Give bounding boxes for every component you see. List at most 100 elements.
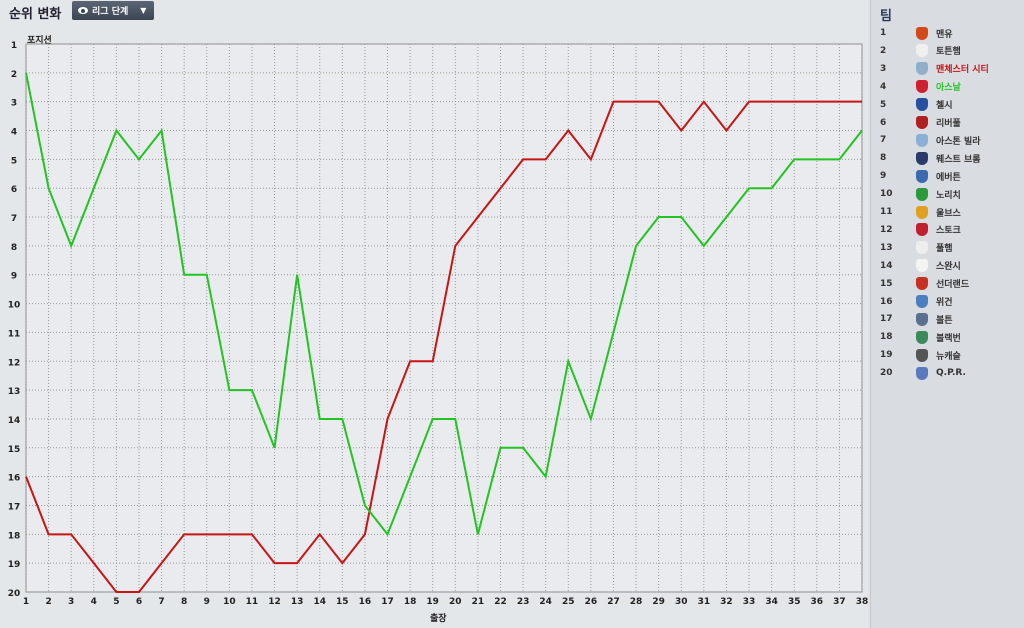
- team-name: 맨유: [936, 29, 953, 40]
- y-tick-label: 1: [11, 41, 17, 51]
- team-rank: 3: [880, 63, 887, 74]
- chevron-down-icon: ▼: [140, 6, 147, 15]
- team-crest-icon: [916, 116, 928, 129]
- team-name: Q.P.R.: [936, 368, 966, 379]
- team-crest-icon: [916, 26, 928, 40]
- legend-item[interactable]: 1 맨유: [880, 24, 953, 42]
- series-line: [25, 72, 863, 537]
- x-tick-label: 33: [743, 597, 756, 607]
- x-tick-label: 36: [811, 597, 824, 607]
- x-tick-label: 29: [652, 597, 665, 607]
- team-name: 아스톤 빌라: [936, 136, 981, 147]
- legend-item[interactable]: 12 스토크: [880, 221, 961, 239]
- y-tick-label: 2: [11, 70, 17, 80]
- chart-area: 순위 변화 리그 단계 ▼ 포지션 출장 1 2 3 4 5 6 7 8 9 10 11 12 13 14…: [7, 1, 868, 624]
- stage-label: 리그 단계: [92, 7, 129, 17]
- team-name: 블랙번: [936, 333, 961, 344]
- league-stage-dropdown[interactable]: 리그 단계 ▼: [72, 1, 154, 20]
- y-tick-label: 15: [8, 445, 21, 455]
- team-rank: 10: [880, 189, 893, 200]
- x-tick-label: 37: [833, 597, 846, 607]
- team-name: 웨스트 브롬: [936, 154, 981, 165]
- team-crest-icon: [916, 169, 928, 183]
- legend-item[interactable]: 4 아스날: [880, 78, 961, 96]
- team-rank: 17: [880, 314, 893, 325]
- legend-item[interactable]: 8 웨스트 브롬: [880, 149, 981, 167]
- legend-item[interactable]: 15 선더랜드: [880, 275, 969, 293]
- legend-item[interactable]: 2 토튼햄: [880, 42, 961, 60]
- team-rank: 9: [880, 171, 887, 182]
- team-rank: 8: [880, 153, 887, 164]
- y-tick-label: 6: [11, 185, 17, 195]
- series-line: [25, 100, 862, 593]
- x-tick-label: 10: [223, 597, 236, 607]
- legend-item[interactable]: 6 리버풀: [880, 114, 961, 132]
- x-tick-label: 38: [856, 597, 868, 607]
- team-crest-icon: [916, 277, 928, 291]
- y-axis-title: 포지션: [27, 36, 52, 46]
- legend-item[interactable]: 18 블랙번: [880, 328, 961, 346]
- legend-item[interactable]: 11 울브스: [880, 203, 961, 221]
- x-tick-label: 16: [359, 597, 372, 607]
- x-tick-label: 1: [23, 597, 29, 607]
- legend-item[interactable]: 10 노리치: [880, 185, 961, 203]
- team-crest-icon: [916, 205, 928, 219]
- legend-item[interactable]: 20 Q.P.R.: [880, 364, 966, 382]
- x-tick-label: 34: [765, 597, 778, 607]
- x-tick-label: 2: [45, 597, 51, 607]
- y-tick-label: 17: [8, 502, 21, 512]
- team-rank: 18: [880, 332, 893, 343]
- y-tick-label: 20: [8, 589, 21, 599]
- x-tick-label: 4: [91, 597, 97, 607]
- team-crest-icon: [916, 187, 928, 201]
- x-tick-label: 28: [630, 597, 643, 607]
- legend-item[interactable]: 5 첼시: [880, 96, 953, 114]
- legend-item[interactable]: 14 스완시: [880, 257, 961, 275]
- team-name: 스토크: [936, 226, 961, 237]
- team-crest-icon: [916, 312, 928, 326]
- team-rank: 11: [880, 207, 893, 217]
- x-tick-label: 3: [68, 597, 74, 607]
- x-tick-label: 6: [136, 597, 142, 607]
- team-name: 노리치: [936, 190, 961, 201]
- legend-item[interactable]: 19 뉴캐슬: [880, 346, 961, 364]
- y-tick-label: 14: [8, 416, 21, 426]
- legend-item[interactable]: 9 에버튼: [880, 167, 961, 185]
- team-crest-icon: [916, 259, 928, 273]
- legend-item[interactable]: 3 맨체스터 시티: [880, 60, 989, 78]
- team-name: 아스날: [936, 83, 961, 94]
- x-tick-label: 25: [562, 597, 575, 607]
- team-name: 울브스: [936, 208, 961, 219]
- team-crest-icon: [916, 241, 928, 255]
- x-axis-title: 출장: [430, 614, 447, 624]
- legend-item[interactable]: 17 볼튼: [880, 310, 953, 328]
- x-tick-label: 32: [720, 597, 733, 607]
- team-rank: 20: [880, 368, 893, 379]
- team-rank: 16: [880, 296, 893, 307]
- y-tick-label: 11: [8, 329, 21, 339]
- team-rank: 19: [880, 350, 893, 361]
- y-tick-label: 13: [8, 387, 21, 397]
- team-rank: 12: [880, 224, 893, 235]
- x-tick-label: 19: [426, 597, 439, 607]
- y-tick-label: 5: [11, 156, 17, 166]
- team-legend: 팀 1 맨유 2 토튼햄 3 맨체스터 시티 4 아스날 5 첼시 6 리버풀 7 아스톤 빌라 8 웨스트 …: [870, 0, 1024, 628]
- team-name: 스완시: [936, 262, 961, 273]
- legend-item[interactable]: 7 아스톤 빌라: [880, 131, 981, 149]
- x-tick-label: 8: [181, 597, 187, 607]
- x-tick-label: 17: [381, 597, 394, 607]
- team-rank: 15: [880, 278, 893, 289]
- legend-item[interactable]: 16 위건: [880, 293, 953, 311]
- eye-icon: [78, 7, 88, 14]
- team-crest-icon: [916, 295, 928, 308]
- team-crest-icon: [916, 62, 928, 76]
- legend-item[interactable]: 13 풀햄: [880, 239, 953, 257]
- team-name: 에버튼: [936, 172, 961, 183]
- team-crest-icon: [916, 223, 928, 237]
- x-tick-label: 22: [494, 597, 507, 607]
- team-name: 토튼햄: [936, 47, 961, 58]
- team-crest-icon: [916, 80, 928, 94]
- x-tick-label: 15: [336, 597, 349, 607]
- team-crest-icon: [916, 151, 928, 165]
